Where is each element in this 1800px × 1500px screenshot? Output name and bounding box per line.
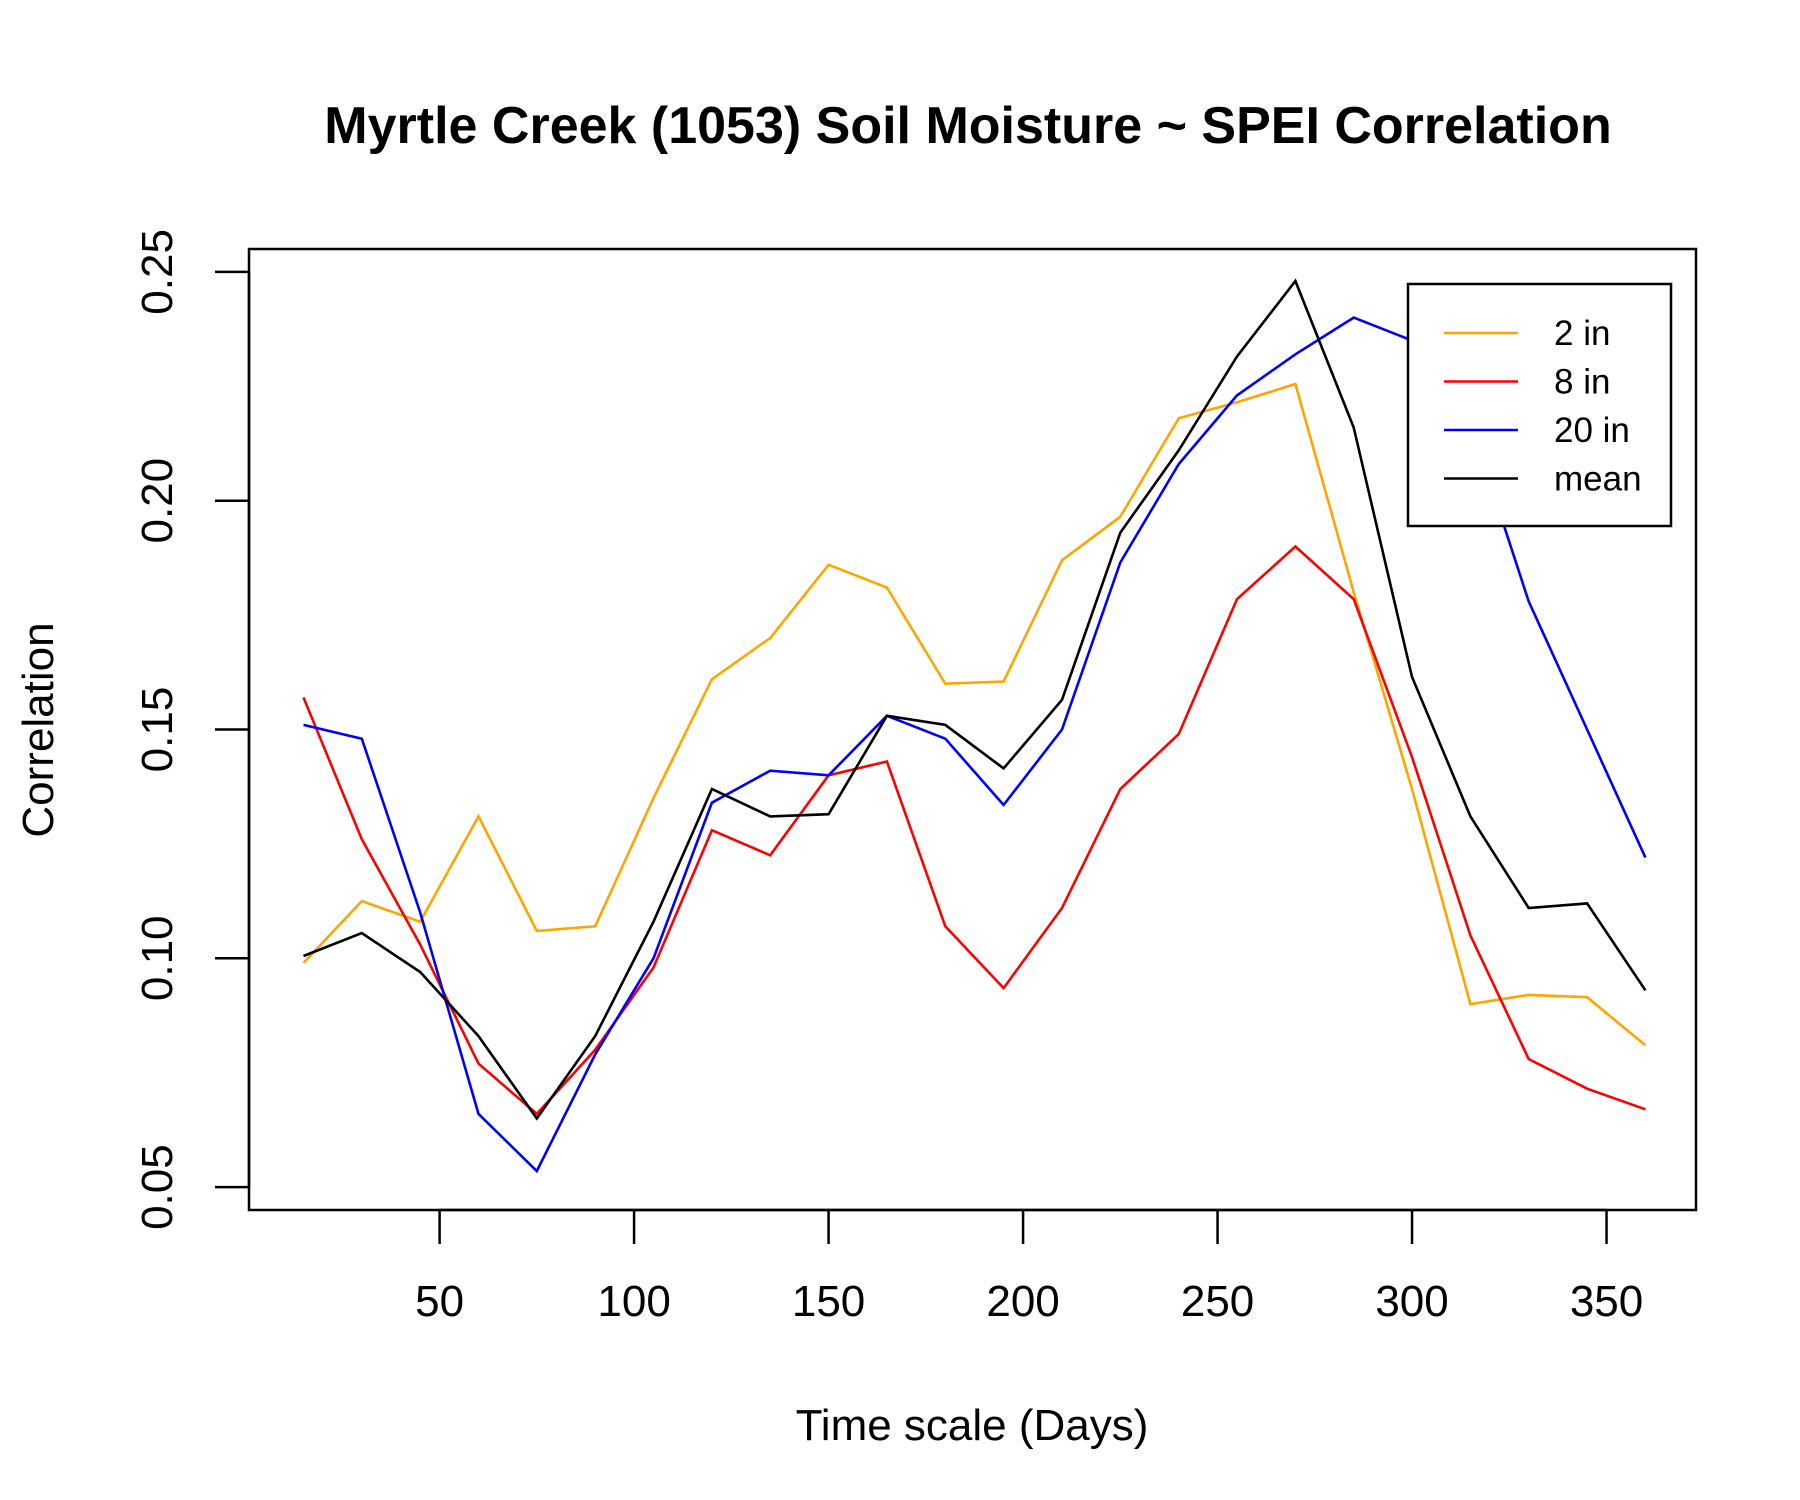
y-tick-label: 0.10	[133, 915, 182, 1001]
plot-area	[302, 278, 1647, 1174]
x-tick-label: 50	[415, 1277, 464, 1326]
x-tick-label: 250	[1181, 1277, 1254, 1326]
x-tick-label: 350	[1570, 1277, 1643, 1326]
series-line-2-in	[302, 382, 1647, 1047]
y-axis-label: Correlation	[14, 622, 63, 837]
x-tick-label: 150	[792, 1277, 865, 1326]
y-tick-label: 0.15	[133, 687, 182, 773]
series-line-mean	[303, 278, 1647, 1121]
series-line-8-in	[302, 544, 1646, 1116]
x-tick-label: 200	[986, 1277, 1059, 1326]
legend-label: 20 in	[1554, 411, 1630, 450]
legend-box	[1406, 282, 1673, 528]
x-tick-label: 300	[1375, 1277, 1448, 1326]
legend-label: 8 in	[1554, 363, 1610, 402]
y-tick-label: 0.05	[133, 1144, 182, 1230]
y-tick-label: 0.20	[133, 458, 182, 544]
x-axis-label: Time scale (Days)	[796, 1401, 1149, 1450]
legend-label: 2 in	[1554, 314, 1610, 353]
y-axis: 0.05 0.10 0.15 0.20 0.25	[133, 229, 251, 1230]
chart-title: Myrtle Creek (1053) Soil Moisture ~ SPEI…	[324, 97, 1611, 155]
y-tick-label: 0.25	[133, 229, 182, 315]
x-tick-label: 100	[597, 1277, 670, 1326]
legend: 2 in 8 in 20 in mean	[1406, 282, 1673, 528]
x-axis: 50 100 150 200 250 300 350	[415, 1208, 1643, 1326]
legend-label: mean	[1554, 460, 1642, 499]
